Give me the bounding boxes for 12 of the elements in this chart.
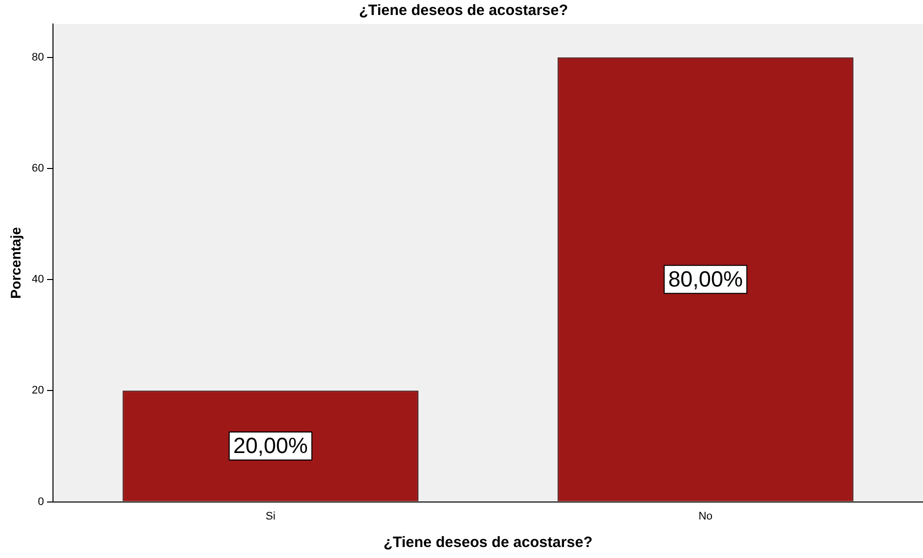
data-label: 80,00%: [668, 266, 743, 292]
y-tick-label: 80: [32, 51, 44, 64]
x-tick-label: Si: [266, 510, 276, 522]
chart-title: ¿Tiene deseos de acostarse?: [359, 2, 568, 20]
y-tick-label: 20: [32, 384, 44, 397]
y-tick-label: 0: [38, 496, 44, 508]
y-axis-title: Porcentaje: [7, 226, 24, 299]
x-axis-title: ¿Tiene deseos de acostarse?: [384, 534, 593, 552]
data-label: 20,00%: [233, 433, 308, 458]
y-tick-label: 60: [32, 162, 44, 174]
x-tick-label: No: [698, 510, 713, 522]
y-tick-label: 40: [32, 274, 44, 286]
